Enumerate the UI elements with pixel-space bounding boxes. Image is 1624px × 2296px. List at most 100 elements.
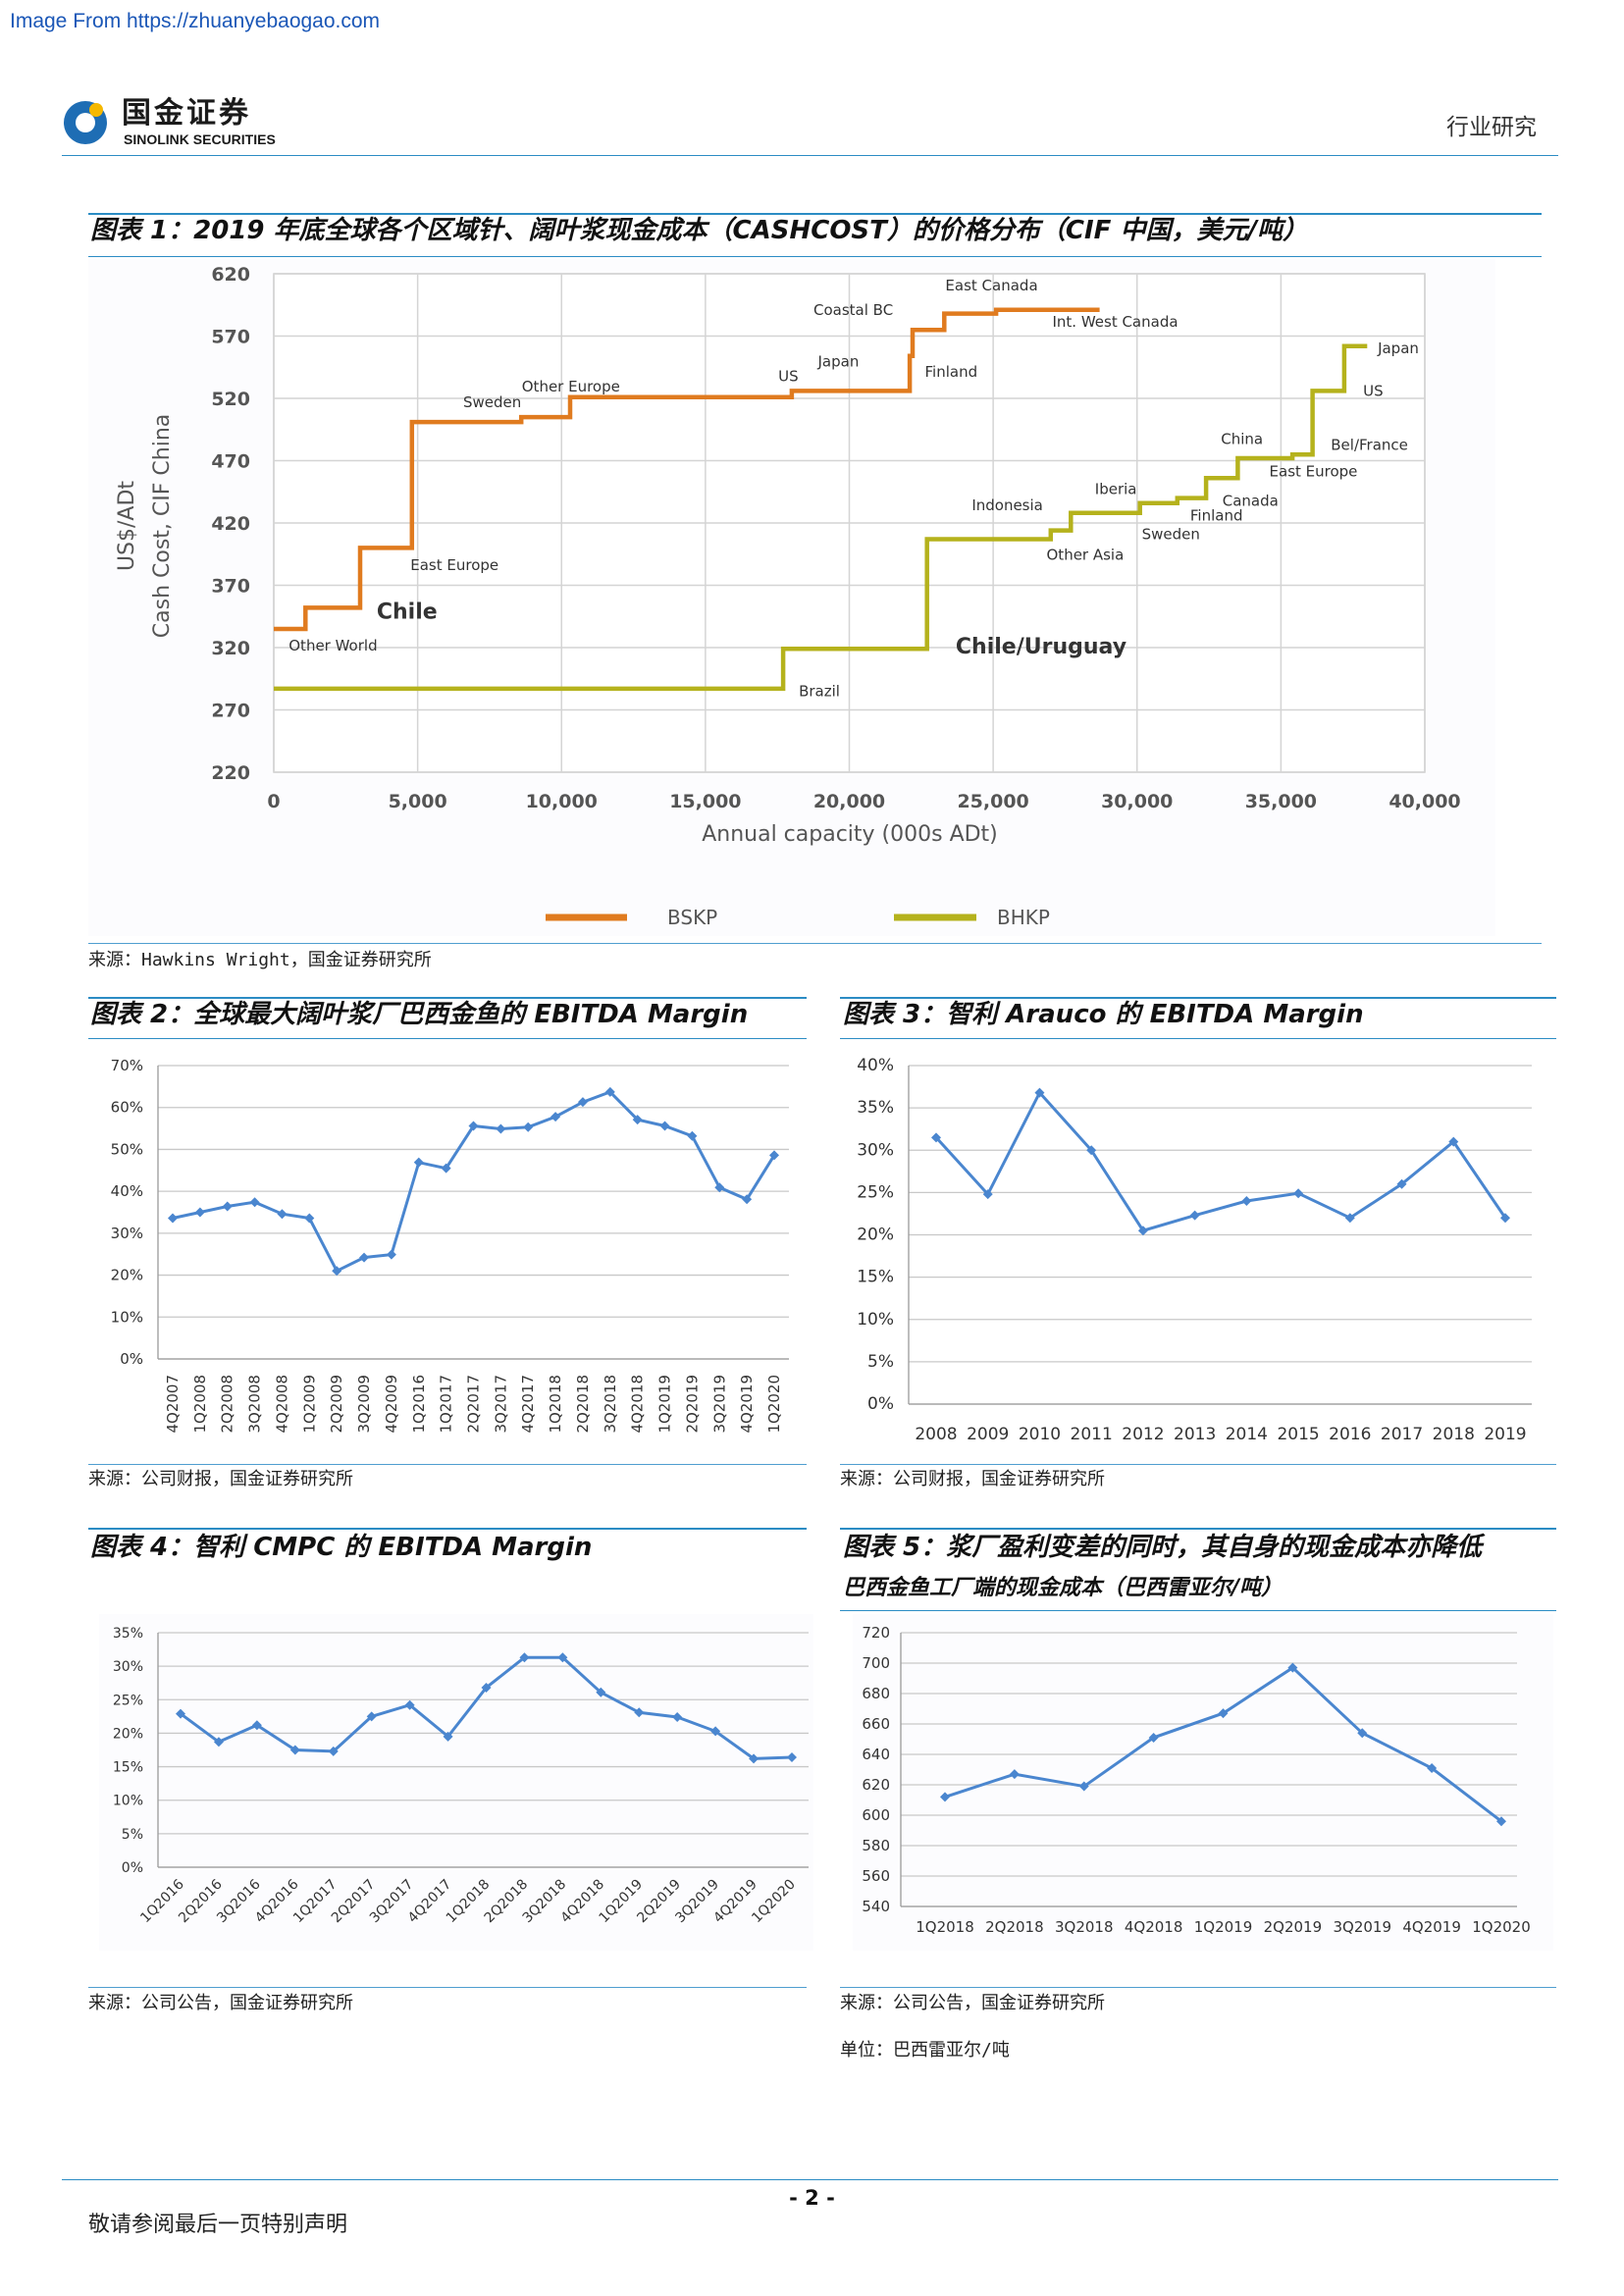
y-tick-label: 620 <box>211 264 250 286</box>
y-tick-label: 640 <box>862 1746 890 1763</box>
x-tick-label: 2Q2018 <box>985 1918 1044 1936</box>
y-tick-label: 620 <box>862 1776 890 1794</box>
data-point <box>557 1652 568 1663</box>
annotation-label: East Canada <box>945 277 1037 294</box>
figure-1-step-chart: 0 5,000 10,000 15,000 20,000 25,000 30,000 35,0… <box>88 259 1495 936</box>
data-point <box>769 1150 779 1161</box>
x-tick-label: 15,000 <box>669 791 741 812</box>
x-tick-label: 4Q2008 <box>273 1375 290 1434</box>
data-point <box>332 1266 342 1277</box>
y-tick-label: 35% <box>113 1626 143 1642</box>
y-tick-label: 570 <box>211 327 250 348</box>
x-tick-label: 35,000 <box>1245 791 1317 812</box>
x-tick-label: 30,000 <box>1101 791 1173 812</box>
data-point <box>289 1745 300 1755</box>
x-tick-label: 10,000 <box>526 791 598 812</box>
figure-5-top-rule <box>840 1528 1556 1530</box>
x-tick-label: 1Q2016 <box>410 1375 428 1434</box>
data-point <box>304 1213 315 1224</box>
series-line-bskp <box>274 307 1100 632</box>
data-point <box>251 1720 262 1731</box>
x-tick-label: 2Q2017 <box>465 1375 483 1434</box>
figure-3-source-rule <box>840 1464 1556 1465</box>
x-tick-label: 2Q2019 <box>683 1375 701 1434</box>
header-rule <box>62 155 1558 156</box>
source-watermark[interactable]: Image From https://zhuanyebaogao.com <box>10 10 381 32</box>
x-tick-label: 4Q2019 <box>1402 1918 1461 1936</box>
data-point <box>1009 1769 1020 1780</box>
x-tick-label: 4Q2009 <box>383 1375 400 1434</box>
data-point <box>659 1121 670 1131</box>
y-axis-title: US$/ADt <box>115 481 139 571</box>
figure-1-top-rule <box>88 213 1542 215</box>
legend-label-bhkp: BHKP <box>997 906 1050 929</box>
data-point <box>982 1189 993 1200</box>
logo-name-cn: 国金证券 <box>122 96 251 130</box>
y-tick-label: 30% <box>857 1140 894 1160</box>
data-point <box>1357 1728 1368 1739</box>
data-point <box>519 1652 530 1663</box>
logo-inner <box>76 113 95 132</box>
data-point <box>1034 1087 1045 1098</box>
data-point <box>632 1115 643 1125</box>
x-tick-label: 2Q2018 <box>574 1375 592 1434</box>
x-tick-label: 2013 <box>1174 1425 1216 1444</box>
figure-5-title-rule <box>840 1610 1556 1611</box>
x-tick-label: 2Q2019 <box>1264 1918 1323 1936</box>
x-tick-label: 2009 <box>967 1425 1009 1444</box>
data-point <box>404 1699 415 1710</box>
data-point <box>787 1752 797 1763</box>
figure-2-title: 图表 2：全球最大阔叶浆厂巴西金鱼的 EBITDA Margin <box>90 1000 749 1029</box>
figure-4-top-rule <box>88 1528 807 1530</box>
annotation-label: Sweden <box>1142 526 1200 544</box>
y-tick-label: 420 <box>211 513 250 535</box>
data-point <box>328 1746 339 1756</box>
figure-1-source: 来源：Hawkins Wright，国金证券研究所 <box>88 950 432 970</box>
y-tick-label: 660 <box>862 1715 890 1733</box>
data-point <box>1396 1178 1407 1189</box>
x-tick-label: 1Q2019 <box>656 1375 674 1434</box>
y-axis-subtitle: Cash Cost, CIF China <box>150 414 175 638</box>
y-tick-label: 20% <box>857 1226 894 1245</box>
x-tick-label: 40,000 <box>1388 791 1460 812</box>
figure-5-title: 图表 5：浆厂盈利变差的同时，其自身的现金成本亦降低 <box>843 1533 1483 1562</box>
figure-3-top-rule <box>840 997 1556 999</box>
annotation-label: Indonesia <box>971 496 1043 514</box>
data-point <box>277 1209 288 1220</box>
data-point <box>1148 1732 1159 1743</box>
x-axis-title: Annual capacity (000s ADt) <box>702 822 998 847</box>
x-tick-label: 20,000 <box>813 791 885 812</box>
y-tick-label: 20% <box>113 1726 143 1742</box>
y-tick-label: 10% <box>113 1794 143 1809</box>
data-point <box>359 1252 370 1263</box>
y-tick-label: 15% <box>113 1760 143 1776</box>
data-point <box>523 1122 534 1132</box>
y-tick-label: 40% <box>857 1056 894 1075</box>
y-tick-label: 30% <box>111 1225 143 1242</box>
x-tick-label: 25,000 <box>957 791 1028 812</box>
annotation-label: Bel/France <box>1331 437 1408 454</box>
figure-1-source-rule <box>88 943 1542 944</box>
x-tick-label: 4Q2019 <box>738 1375 756 1434</box>
figure-1-title: 图表 1：2019 年底全球各个区域针、阔叶浆现金成本（CASHCOST）的价格… <box>90 216 1308 245</box>
data-point <box>366 1711 377 1722</box>
x-tick-label: 0 <box>267 791 280 812</box>
x-tick-label: 2016 <box>1329 1425 1371 1444</box>
figure-5-subtitle: 巴西金鱼工厂端的现金成本（巴西雷亚尔/吨） <box>843 1576 1283 1600</box>
y-tick-label: 40% <box>111 1182 143 1200</box>
y-tick-label: 560 <box>862 1867 890 1885</box>
x-tick-label: 2010 <box>1019 1425 1061 1444</box>
annotation-label: Chile <box>377 600 438 624</box>
x-tick-label: 4Q2007 <box>164 1375 182 1434</box>
y-tick-label: 25% <box>857 1182 894 1202</box>
data-point <box>481 1682 492 1693</box>
x-tick-label: 1Q2018 <box>547 1375 564 1434</box>
data-point <box>1344 1213 1355 1224</box>
y-tick-label: 720 <box>862 1624 890 1642</box>
data-point <box>931 1132 941 1143</box>
annotation-label: Other Europe <box>522 378 620 395</box>
data-point <box>1427 1762 1438 1773</box>
annotation-label: Coastal BC <box>813 301 893 319</box>
y-tick-label: 680 <box>862 1685 890 1702</box>
x-tick-label: 3Q2008 <box>246 1375 264 1434</box>
